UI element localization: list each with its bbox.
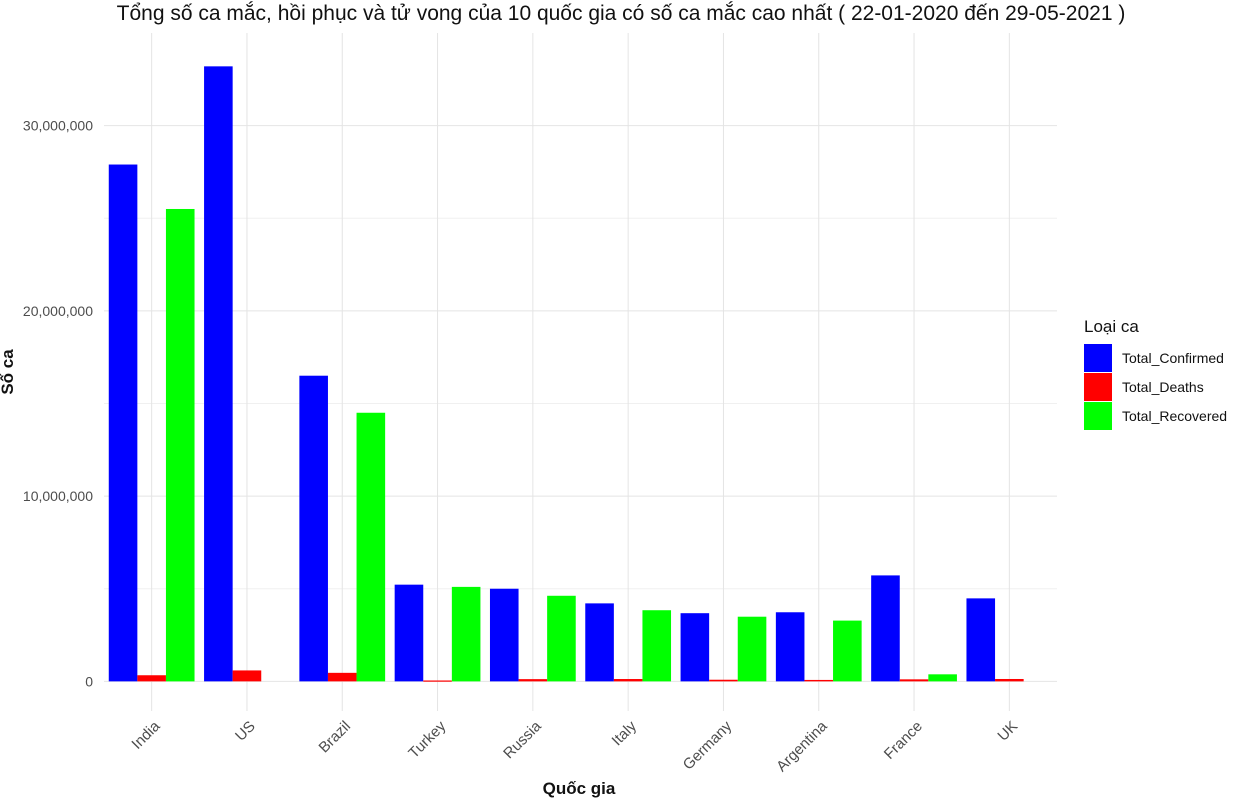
legend-title: Loại ca xyxy=(1084,317,1139,336)
x-tick-label: France xyxy=(881,718,926,763)
bar-total-confirmed xyxy=(489,588,519,682)
x-tick-label: UK xyxy=(994,718,1021,745)
x-tick-label: Turkey xyxy=(405,717,449,761)
y-tick-label: 30,000,000 xyxy=(23,118,93,134)
bar-total-deaths xyxy=(613,679,643,682)
bar-total-deaths xyxy=(995,678,1024,682)
bar-total-recovered xyxy=(642,610,672,682)
legend: Loại ca Total_Confirmed Total_Deaths Total… xyxy=(1084,317,1227,430)
bar-total-deaths xyxy=(804,679,834,682)
bar-total-confirmed xyxy=(585,603,614,682)
bar-total-confirmed xyxy=(204,66,233,682)
y-axis: 0 10,000,000 20,000,000 30,000,000 xyxy=(23,118,93,690)
x-tick-label: Germany xyxy=(680,717,736,773)
bar-total-confirmed xyxy=(299,375,328,682)
bar-total-recovered xyxy=(737,616,767,682)
legend-key-total-recovered xyxy=(1084,402,1112,430)
bar-total-deaths xyxy=(899,679,929,682)
bar-total-recovered xyxy=(165,208,195,682)
y-tick-label: 0 xyxy=(85,673,93,689)
x-tick-label: Italy xyxy=(609,717,641,749)
chart-title: Tổng số ca mắc, hồi phục và tử vong của … xyxy=(116,2,1126,25)
bars xyxy=(108,66,1024,682)
y-axis-title: Số ca xyxy=(0,349,17,395)
bar-total-recovered xyxy=(547,595,576,682)
bar-total-deaths xyxy=(137,675,166,682)
grid-lines xyxy=(104,33,1057,711)
bar-total-confirmed xyxy=(775,612,805,682)
bar-total-recovered xyxy=(928,674,957,682)
bar-total-recovered xyxy=(356,412,386,682)
x-axis-title: Quốc gia xyxy=(543,779,616,798)
legend-label: Total_Confirmed xyxy=(1122,350,1224,366)
legend-label: Total_Recovered xyxy=(1122,408,1227,424)
x-tick-label: Russia xyxy=(500,717,545,762)
x-axis: India US Brazil Turkey Russia Italy Germany Arg… xyxy=(128,717,1021,775)
bar-total-deaths xyxy=(518,679,548,682)
x-tick-label: Brazil xyxy=(316,718,355,757)
bar-total-deaths xyxy=(423,680,452,682)
y-tick-label: 20,000,000 xyxy=(23,303,93,319)
bar-total-deaths xyxy=(709,679,738,682)
y-tick-label: 10,000,000 xyxy=(23,488,93,504)
bar-total-confirmed xyxy=(966,598,996,682)
bar-total-confirmed xyxy=(871,575,900,682)
x-tick-label: India xyxy=(128,717,163,752)
bar-total-deaths xyxy=(327,672,357,682)
bar-total-confirmed xyxy=(108,164,138,682)
bar-total-deaths xyxy=(232,670,262,682)
bar-total-confirmed xyxy=(680,613,710,682)
x-tick-label: Argentina xyxy=(773,717,831,775)
bar-total-confirmed xyxy=(394,584,424,682)
legend-label: Total_Deaths xyxy=(1122,379,1204,395)
legend-key-total-confirmed xyxy=(1084,344,1112,372)
x-tick-label: US xyxy=(232,718,259,745)
legend-key-total-deaths xyxy=(1084,373,1112,401)
bar-total-recovered xyxy=(833,620,862,682)
bar-total-recovered xyxy=(451,586,481,682)
